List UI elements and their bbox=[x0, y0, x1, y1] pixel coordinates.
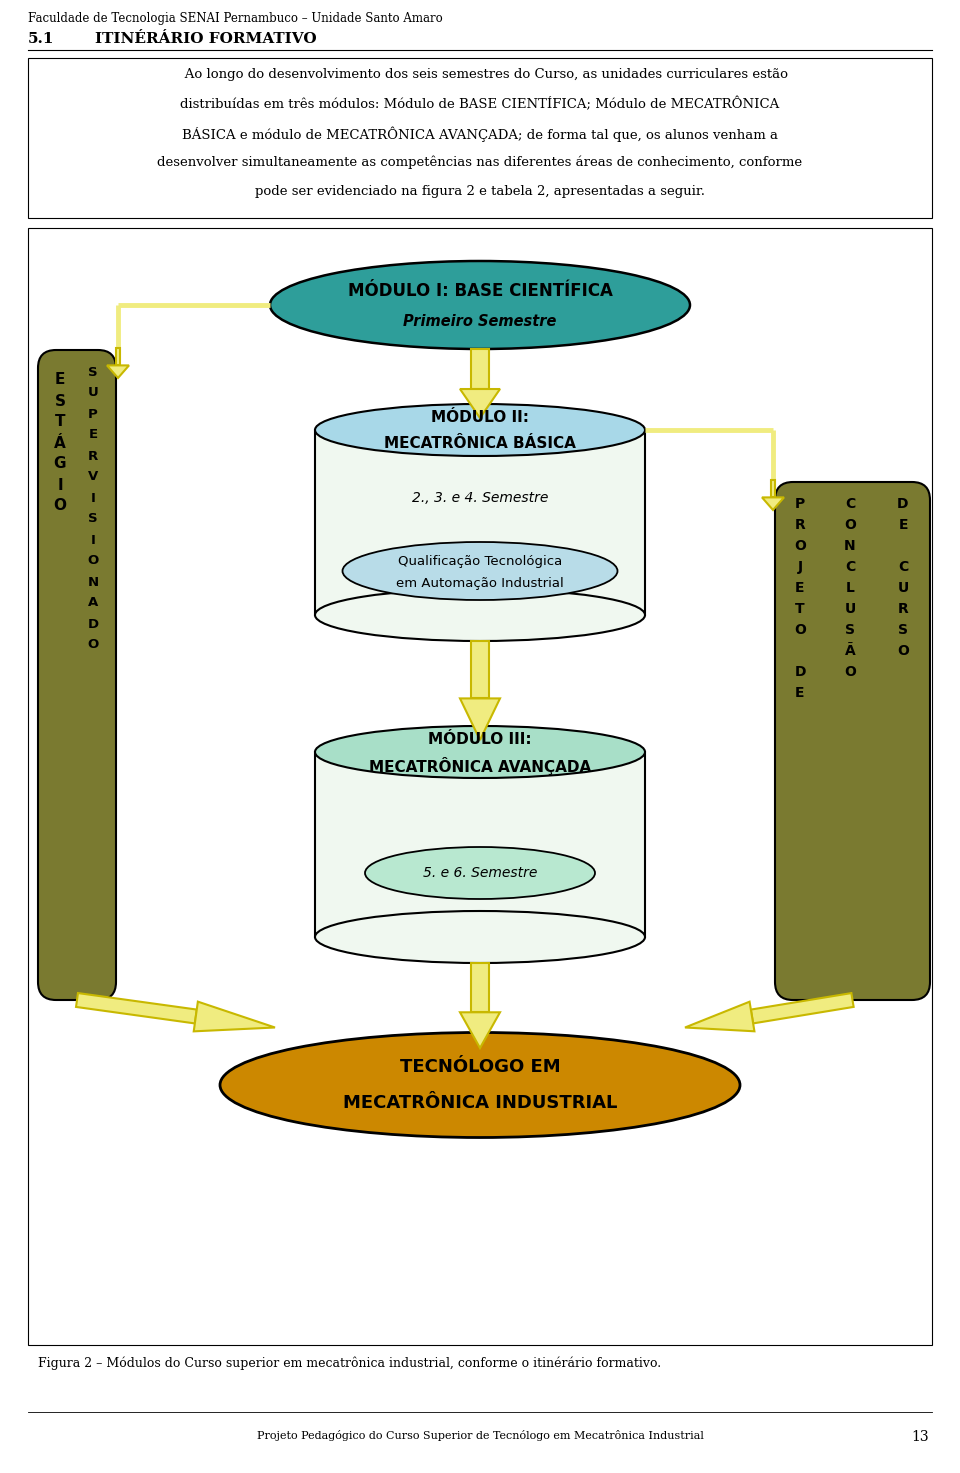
Text: MÓDULO III:: MÓDULO III: bbox=[428, 732, 532, 747]
Ellipse shape bbox=[315, 589, 645, 641]
Polygon shape bbox=[194, 1002, 275, 1031]
Text: MECATRÔNICA BÁSICA: MECATRÔNICA BÁSICA bbox=[384, 436, 576, 452]
Text: TECNÓLOGO EM: TECNÓLOGO EM bbox=[399, 1058, 561, 1075]
Polygon shape bbox=[471, 963, 489, 1012]
Text: D: D bbox=[898, 496, 909, 511]
Text: T: T bbox=[795, 602, 804, 616]
Text: C: C bbox=[898, 560, 908, 574]
Text: 13: 13 bbox=[911, 1430, 929, 1444]
Text: 2., 3. e 4. Semestre: 2., 3. e 4. Semestre bbox=[412, 491, 548, 505]
Polygon shape bbox=[460, 1012, 500, 1047]
Ellipse shape bbox=[315, 404, 645, 457]
Text: MECATRÔNICA INDUSTRIAL: MECATRÔNICA INDUSTRIAL bbox=[343, 1094, 617, 1112]
Ellipse shape bbox=[343, 542, 617, 600]
Text: Figura 2 – Módulos do Curso superior em mecatrônica industrial, conforme o itiné: Figura 2 – Módulos do Curso superior em … bbox=[38, 1357, 661, 1370]
Bar bbox=[315, 753, 645, 937]
Text: Faculdade de Tecnologia SENAI Pernambuco – Unidade Santo Amaro: Faculdade de Tecnologia SENAI Pernambuco… bbox=[28, 12, 443, 25]
Text: distribuídas em três módulos: Módulo de BASE CIENTÍFICA; Módulo de MECATRÔNICA: distribuídas em três módulos: Módulo de … bbox=[180, 97, 780, 112]
Text: MÓDULO II:: MÓDULO II: bbox=[431, 411, 529, 426]
Text: desenvolver simultaneamente as competências nas diferentes áreas de conhecimento: desenvolver simultaneamente as competênc… bbox=[157, 156, 803, 169]
Bar bbox=[28, 57, 932, 218]
Text: U: U bbox=[87, 386, 98, 399]
Text: O: O bbox=[87, 638, 99, 651]
Ellipse shape bbox=[315, 910, 645, 963]
Text: P: P bbox=[795, 496, 805, 511]
Text: J: J bbox=[798, 560, 803, 574]
Text: S: S bbox=[55, 393, 65, 408]
Text: T: T bbox=[55, 414, 65, 430]
Text: O: O bbox=[54, 498, 66, 514]
Text: S: S bbox=[898, 623, 908, 636]
Text: I: I bbox=[90, 533, 95, 546]
Text: Ã: Ã bbox=[845, 644, 855, 658]
Polygon shape bbox=[751, 993, 853, 1024]
Text: S: S bbox=[88, 365, 98, 379]
Text: R: R bbox=[898, 602, 908, 616]
Polygon shape bbox=[471, 349, 489, 389]
Text: MECATRÔNICA AVANÇADA: MECATRÔNICA AVANÇADA bbox=[369, 757, 591, 775]
Text: Projeto Pedagógico do Curso Superior de Tecnólogo em Mecatrônica Industrial: Projeto Pedagógico do Curso Superior de … bbox=[256, 1430, 704, 1441]
Text: U: U bbox=[845, 602, 855, 616]
Polygon shape bbox=[771, 480, 775, 498]
Text: Ao longo do desenvolvimento dos seis semestres do Curso, as unidades curriculare: Ao longo do desenvolvimento dos seis sem… bbox=[172, 68, 788, 81]
Text: E: E bbox=[899, 518, 908, 532]
Text: O: O bbox=[794, 539, 806, 552]
Ellipse shape bbox=[270, 261, 690, 349]
Text: P: P bbox=[88, 408, 98, 420]
Text: I: I bbox=[58, 477, 62, 492]
Text: S: S bbox=[88, 513, 98, 526]
Text: I: I bbox=[90, 492, 95, 504]
Text: BÁSICA e módulo de MECATRÔNICA AVANÇADA; de forma tal que, os alunos venham a: BÁSICA e módulo de MECATRÔNICA AVANÇADA;… bbox=[182, 127, 778, 141]
Text: Qualificação Tecnológica: Qualificação Tecnológica bbox=[397, 554, 563, 567]
Text: Á: Á bbox=[54, 436, 66, 451]
Text: E: E bbox=[55, 373, 65, 387]
Text: N: N bbox=[844, 539, 855, 552]
Text: N: N bbox=[87, 576, 99, 589]
Bar bbox=[28, 228, 932, 1345]
Polygon shape bbox=[685, 1002, 755, 1031]
Ellipse shape bbox=[220, 1033, 740, 1137]
Text: Primeiro Semestre: Primeiro Semestre bbox=[403, 314, 557, 328]
Polygon shape bbox=[460, 389, 500, 418]
Bar bbox=[315, 430, 645, 616]
Polygon shape bbox=[76, 993, 197, 1024]
Text: MÓDULO I: BASE CIENTÍFICA: MÓDULO I: BASE CIENTÍFICA bbox=[348, 281, 612, 300]
Text: 5. e 6. Semestre: 5. e 6. Semestre bbox=[422, 866, 538, 879]
Text: O: O bbox=[844, 664, 856, 679]
Polygon shape bbox=[471, 641, 489, 698]
Text: C: C bbox=[845, 496, 855, 511]
Text: em Automação Industrial: em Automação Industrial bbox=[396, 576, 564, 589]
Text: E: E bbox=[795, 580, 804, 595]
Text: G: G bbox=[54, 457, 66, 471]
Text: A: A bbox=[88, 597, 98, 610]
Text: U: U bbox=[898, 580, 908, 595]
Text: E: E bbox=[88, 429, 98, 442]
Ellipse shape bbox=[365, 847, 595, 899]
Text: pode ser evidenciado na figura 2 e tabela 2, apresentadas a seguir.: pode ser evidenciado na figura 2 e tabel… bbox=[255, 184, 705, 197]
Text: 5.1: 5.1 bbox=[28, 32, 55, 46]
Text: V: V bbox=[88, 470, 98, 483]
Text: R: R bbox=[795, 518, 805, 532]
Text: ITINÉRÁRIO FORMATIVO: ITINÉRÁRIO FORMATIVO bbox=[95, 32, 317, 46]
Polygon shape bbox=[116, 348, 120, 365]
Text: D: D bbox=[87, 617, 99, 630]
Polygon shape bbox=[107, 365, 129, 379]
Text: S: S bbox=[845, 623, 855, 636]
FancyBboxPatch shape bbox=[775, 482, 930, 1000]
Ellipse shape bbox=[315, 726, 645, 778]
Text: E: E bbox=[795, 686, 804, 700]
Polygon shape bbox=[762, 498, 784, 510]
Text: O: O bbox=[897, 644, 909, 658]
FancyBboxPatch shape bbox=[38, 351, 116, 1000]
Text: C: C bbox=[845, 560, 855, 574]
Text: O: O bbox=[794, 623, 806, 636]
Text: D: D bbox=[794, 664, 805, 679]
Text: R: R bbox=[88, 449, 98, 463]
Text: L: L bbox=[846, 580, 854, 595]
Polygon shape bbox=[460, 698, 500, 739]
Text: O: O bbox=[87, 554, 99, 567]
Text: O: O bbox=[844, 518, 856, 532]
